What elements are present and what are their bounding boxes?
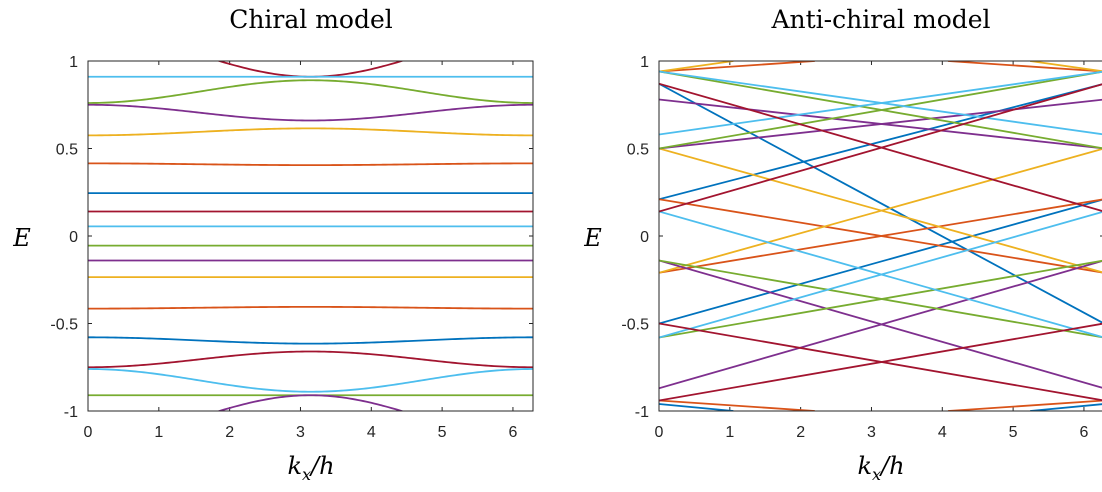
chart-title: Chiral model — [229, 5, 393, 34]
x-tick-label: 0 — [84, 424, 93, 441]
band-line — [659, 198, 1102, 325]
y-tick-labels: 1 0.5 0 -0.5 -1 — [50, 54, 78, 421]
x-tick-label: 3 — [867, 424, 876, 441]
plot-area — [88, 61, 533, 411]
plot-area — [659, 61, 1102, 411]
x-tick-label: 1 — [725, 424, 734, 441]
x-tick-label: 5 — [438, 424, 447, 441]
x-tick-label: 4 — [367, 424, 376, 441]
band-line — [88, 305, 533, 310]
y-tick-label: 1 — [640, 54, 649, 71]
tick-marks — [87, 60, 533, 412]
band-line — [88, 79, 533, 104]
band-line — [1029, 61, 1102, 73]
band-line — [659, 61, 734, 73]
y-tick-label: 1 — [69, 54, 78, 71]
band-line — [216, 394, 405, 411]
y-tick-label: 0 — [640, 229, 649, 246]
band-line — [947, 399, 1102, 411]
band-line — [659, 83, 1102, 201]
y-tick-labels: 1 0.5 0 -0.5 -1 — [621, 54, 649, 421]
band-line — [659, 211, 1102, 339]
y-tick-label: 0 — [69, 229, 78, 246]
band-line — [659, 70, 1102, 136]
band-line — [88, 127, 533, 137]
x-tick-label: 6 — [1079, 424, 1088, 441]
y-tick-label: -1 — [635, 404, 649, 421]
band-line — [88, 368, 533, 393]
band-line — [88, 336, 533, 345]
band-line — [88, 103, 533, 122]
x-tick-labels: 0 1 2 3 4 5 6 — [84, 424, 518, 441]
band-line — [659, 82, 1102, 324]
y-tick-label: -0.5 — [621, 317, 649, 334]
band-line — [216, 61, 405, 78]
axes-box — [87, 60, 534, 412]
x-tick-label: 2 — [796, 424, 805, 441]
axes-box — [658, 60, 1102, 412]
band-line — [88, 162, 533, 167]
band-line — [659, 83, 1102, 213]
band-line — [659, 260, 1102, 390]
band-line — [659, 148, 1102, 274]
x-tick-label: 3 — [296, 424, 305, 441]
band-line — [659, 399, 815, 411]
x-axis-label: kx/h — [287, 452, 334, 484]
y-tick-label: -0.5 — [50, 317, 78, 334]
x-tick-label: 2 — [225, 424, 234, 441]
band-line — [88, 350, 533, 369]
band-line — [659, 322, 1102, 402]
chiral-model-panel: Chiral model 1 0.5 0 -0.5 -1 0 1 2 3 4 5 6 E kx/h — [12, 5, 534, 484]
x-tick-labels: 0 1 2 3 4 5 6 — [655, 424, 1089, 441]
y-tick-label: 0.5 — [627, 142, 649, 159]
band-line — [659, 403, 734, 411]
band-line — [659, 98, 1102, 150]
x-tick-label: 5 — [1009, 424, 1018, 441]
y-axis-label: E — [12, 224, 31, 252]
band-line — [659, 70, 1102, 150]
x-tick-label: 4 — [938, 424, 947, 441]
y-tick-label: -1 — [64, 404, 78, 421]
y-tick-label: 0.5 — [56, 142, 78, 159]
x-tick-label: 1 — [154, 424, 163, 441]
x-tick-label: 6 — [508, 424, 517, 441]
chart-title: Anti-chiral model — [770, 5, 990, 34]
band-line — [947, 61, 1102, 73]
band-line — [659, 61, 815, 73]
band-line — [1030, 403, 1102, 411]
x-axis-label: kx/h — [857, 452, 904, 484]
band-line — [659, 259, 1102, 339]
band-line — [659, 198, 1102, 274]
y-axis-label: E — [583, 224, 602, 252]
x-tick-label: 0 — [655, 424, 664, 441]
